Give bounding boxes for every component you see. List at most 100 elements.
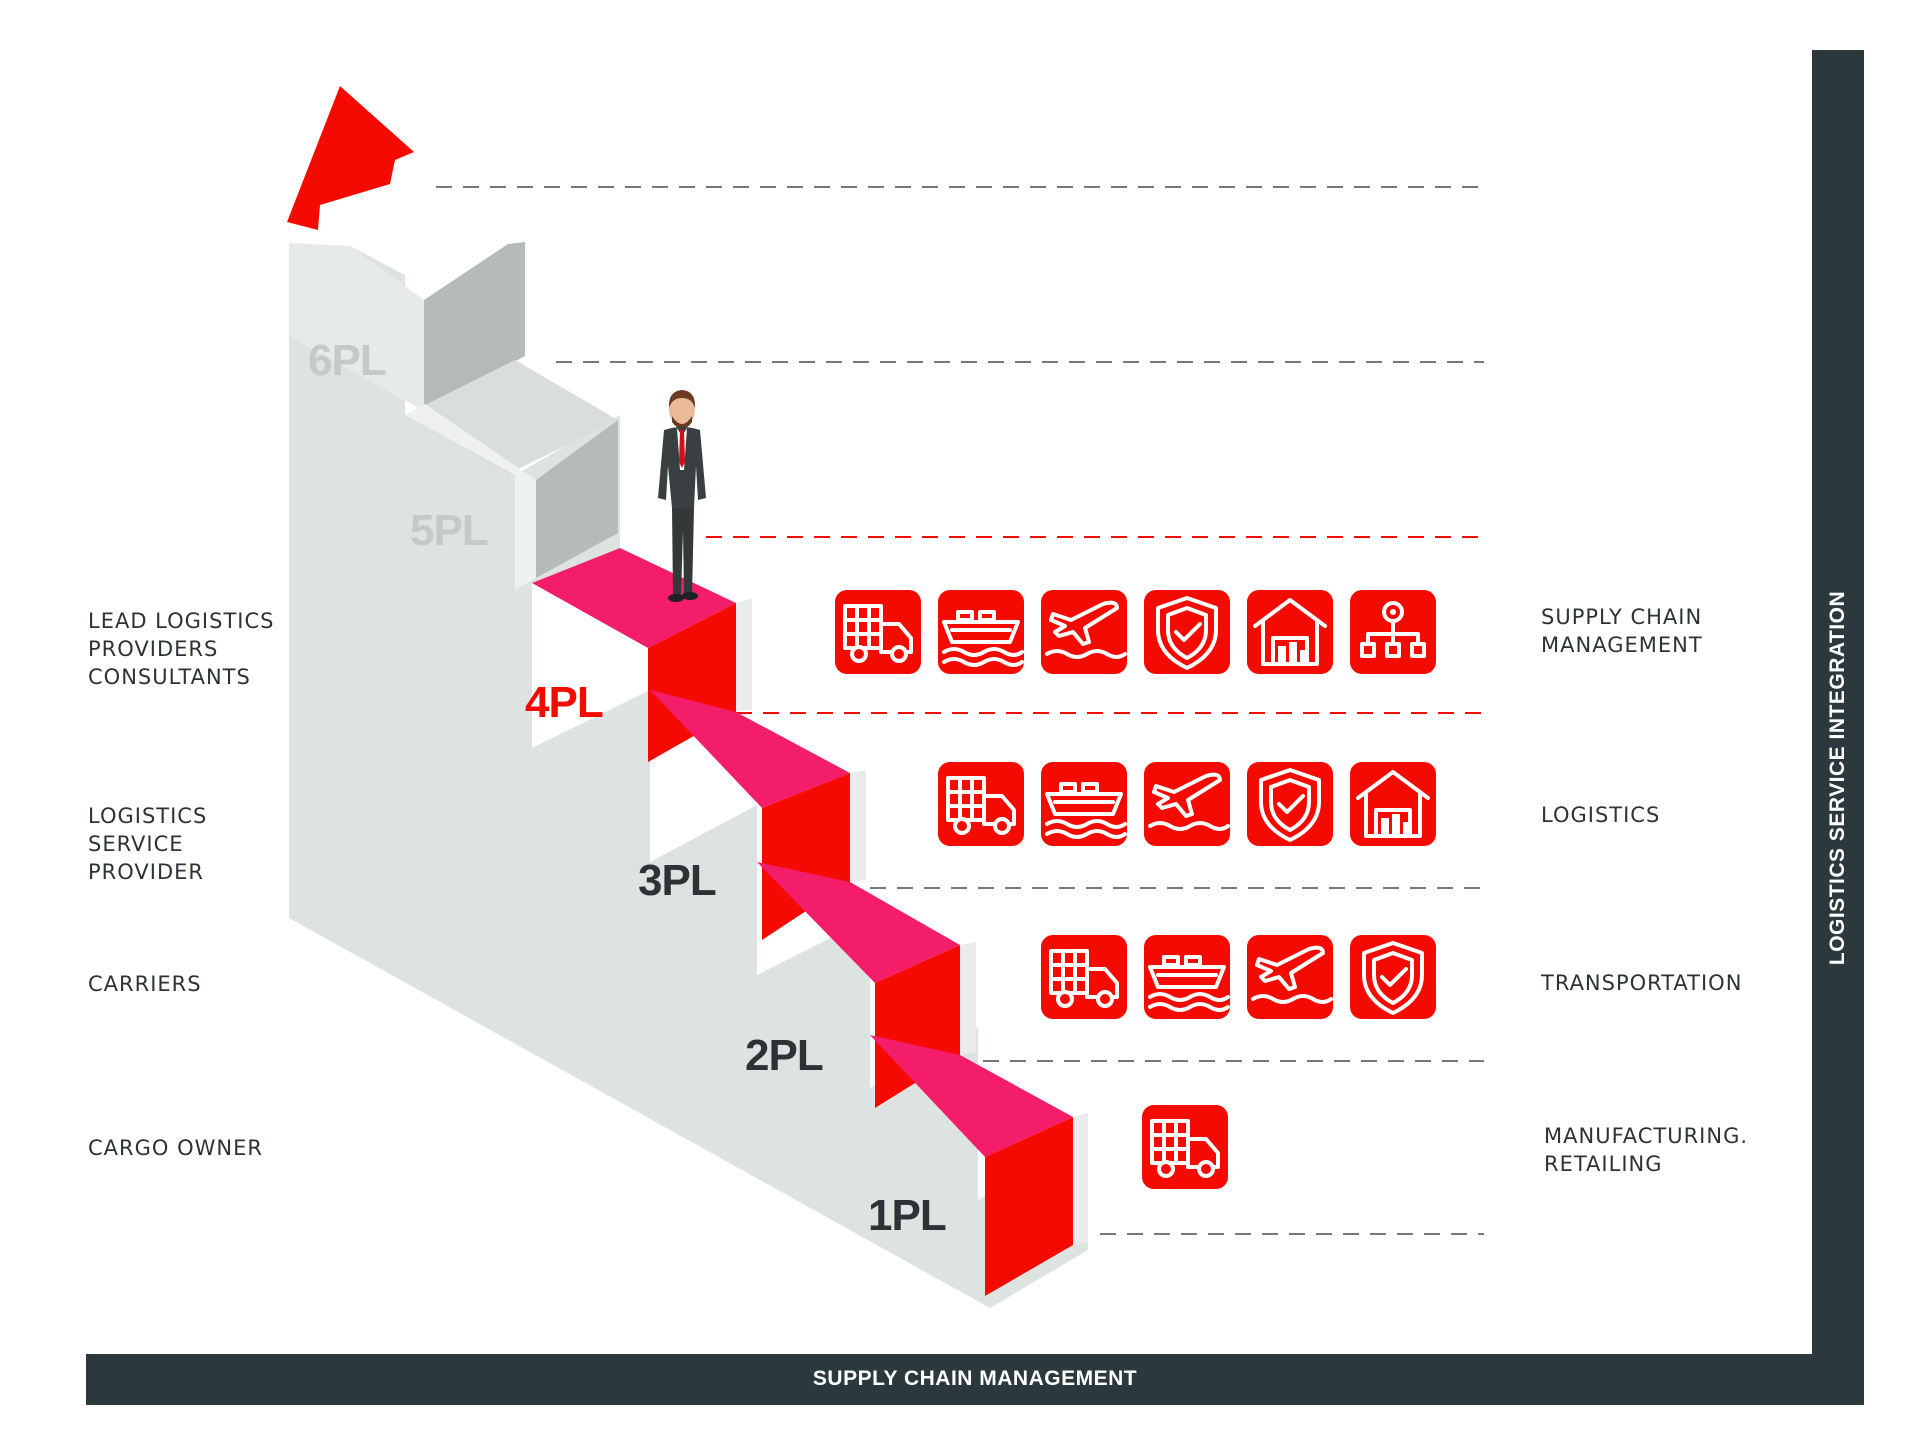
warehouse-icon-bg: [1350, 762, 1436, 846]
warehouse-door: [1374, 808, 1412, 838]
step-6pl-top: [289, 243, 424, 411]
left-label-3pl: LOGISTICS SERVICE PROVIDER: [88, 804, 208, 884]
warehouse-box: [1403, 822, 1409, 834]
truck-wheel: [1197, 1160, 1215, 1178]
ship-wave: [1045, 819, 1127, 829]
figure-shoe-left: [668, 594, 684, 602]
warehouse-door: [1271, 636, 1309, 666]
warehouse-icon-bg: [1247, 590, 1333, 674]
ship-wave: [1148, 992, 1230, 1002]
step-riser-1pl: [985, 1117, 1073, 1296]
truck-icon: [1041, 935, 1127, 1019]
shield-outer: [1362, 941, 1424, 1015]
warehouse-roof: [1356, 770, 1430, 838]
level-label-4pl: 4PL: [525, 678, 603, 727]
ship-wave: [942, 647, 1024, 657]
figure-face: [669, 394, 695, 426]
step-riser-3pl: [762, 773, 850, 940]
ship-icon: [938, 590, 1024, 674]
truck-cab: [1085, 967, 1119, 999]
truck-wheel: [953, 817, 971, 835]
figure-trousers: [672, 508, 694, 596]
staircase-body: [289, 243, 1088, 1308]
shield-check: [1174, 622, 1202, 642]
plane-icon: [1247, 935, 1333, 1019]
right-label-3pl: LOGISTICS: [1541, 803, 1661, 827]
plane-body: [1255, 945, 1325, 991]
ship-wave: [942, 657, 1024, 667]
network-lines: [1366, 619, 1420, 646]
level-label-6pl: 6PL: [308, 336, 386, 385]
shield-icon: [1247, 762, 1333, 846]
shield-outer: [1156, 596, 1218, 670]
step-5pl-edge: [405, 404, 536, 590]
step-5pl-tread: [405, 360, 618, 474]
right-label-4pl: SUPPLY CHAIN MANAGEMENT: [1541, 605, 1703, 657]
warehouse-box: [1381, 818, 1389, 834]
warehouse-icon: [1247, 590, 1333, 674]
truck-wheel: [1096, 990, 1114, 1008]
figure-hair: [668, 390, 696, 408]
y-axis-label: LOGISTICS SERVICE INTEGRATION: [1826, 590, 1849, 966]
left-label-4pl: LEAD LOGISTICS PROVIDERS CONSULTANTS: [88, 609, 275, 689]
plane-body: [1049, 600, 1119, 646]
truck-wheel: [1157, 1160, 1175, 1178]
network-icon: [1350, 590, 1436, 674]
network-nodes: [1360, 642, 1426, 658]
right-label-2pl: TRANSPORTATION: [1541, 971, 1743, 995]
truck-wheel: [850, 645, 868, 663]
plane-icon: [1041, 590, 1127, 674]
level-label-1pl: 1PL: [868, 1191, 946, 1240]
truck-icon: [1142, 1105, 1228, 1189]
shield-check: [1277, 794, 1305, 814]
step-tread-3pl: [650, 690, 850, 808]
step-side-1pl: [1073, 1113, 1088, 1245]
step-side-2pl: [960, 942, 976, 1055]
truck-cab: [982, 794, 1016, 826]
truck-icon: [835, 590, 921, 674]
left-label-1pl: CARGO OWNER: [88, 1136, 263, 1160]
shield-icon: [1144, 590, 1230, 674]
truck-cab: [879, 622, 913, 654]
shield-inner: [1269, 778, 1311, 832]
warehouse-roof: [1253, 598, 1327, 666]
warehouse-box: [1278, 646, 1286, 662]
truck-wheel: [890, 645, 908, 663]
level-label-3pl: 3PL: [638, 856, 716, 905]
plane-body: [1152, 772, 1222, 818]
plane-wave: [1045, 649, 1127, 659]
plane-wave: [1148, 821, 1230, 831]
shield-inner: [1372, 951, 1414, 1005]
ship-hull: [1148, 965, 1226, 989]
figure-tie: [679, 430, 685, 468]
x-axis-label: SUPPLY CHAIN MANAGEMENT: [812, 1367, 1138, 1390]
level-label-2pl: 2PL: [745, 1031, 823, 1080]
right-label-1pl: MANUFACTURING. RETAILING: [1544, 1124, 1749, 1176]
truck-cab: [1186, 1137, 1220, 1169]
warehouse-box: [1300, 650, 1306, 662]
step-tread-1pl: [870, 1035, 1073, 1157]
step-tread-2pl: [757, 862, 960, 983]
x-axis-bar: SUPPLY CHAIN MANAGEMENT: [86, 1354, 1864, 1405]
warehouse-icon: [1350, 762, 1436, 846]
ship-wave: [1148, 1002, 1230, 1012]
y-axis-bar: LOGISTICS SERVICE INTEGRATION: [1812, 50, 1864, 1405]
shield-outer: [1259, 768, 1321, 842]
plane-wave: [1251, 994, 1333, 1004]
businessman-figure: [658, 390, 706, 602]
ship-hull: [1045, 792, 1123, 816]
up-arrow-icon: [287, 86, 414, 230]
shield-inner: [1166, 606, 1208, 660]
shield-icon: [1350, 935, 1436, 1019]
truck-icon: [938, 762, 1024, 846]
ship-icon: [1041, 762, 1127, 846]
left-label-2pl: CARRIERS: [88, 972, 202, 996]
figure-beard: [672, 416, 692, 429]
truck-wheel: [1056, 990, 1074, 1008]
plane-icon: [1144, 762, 1230, 846]
ship-hull: [942, 620, 1020, 644]
ship-wave: [1045, 829, 1127, 839]
level-label-5pl: 5PL: [410, 506, 488, 555]
step-side-3pl: [850, 770, 866, 882]
